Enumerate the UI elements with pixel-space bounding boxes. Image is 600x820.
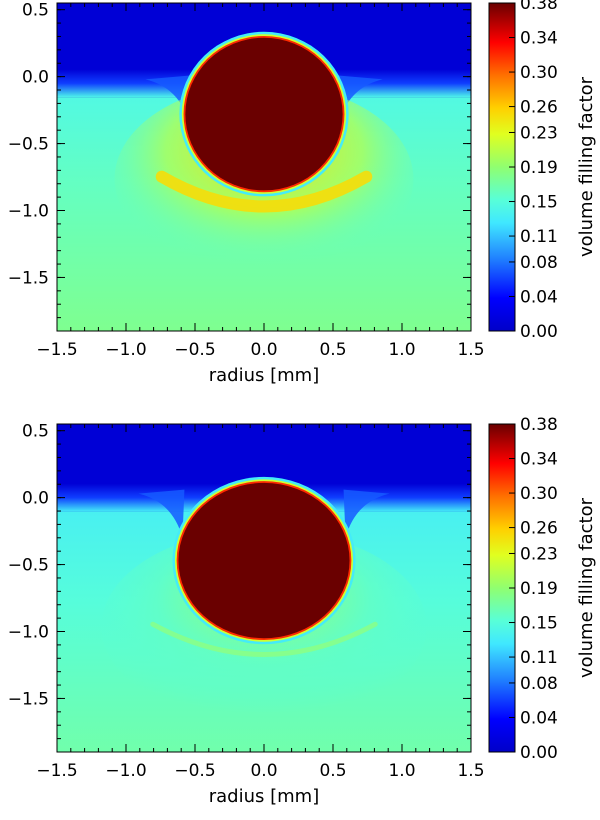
y-tick-label: −1.0 — [8, 202, 49, 222]
colorbar-label: volume filling factor — [576, 497, 597, 678]
y-tick-label: 0.5 — [22, 1, 49, 21]
colorbar-tick-label: 0.15 — [520, 193, 558, 213]
x-axis-title: radius [mm] — [209, 786, 319, 807]
y-tick-label: 0.0 — [22, 68, 49, 88]
colorbar-tick-label: 0.30 — [520, 63, 558, 83]
colorbar: 0.38 0.34 0.30 0.26 0.23 0.19 0.15 0.11 0.08 0.04… — [488, 415, 597, 763]
x-tick-label: −1.5 — [36, 761, 77, 781]
x-tick-label: 0.0 — [250, 340, 277, 360]
sphere-projectile — [178, 482, 350, 639]
colorbar-tick-label: 0.30 — [520, 484, 558, 504]
colorbar-tick-label: 0.19 — [520, 579, 558, 599]
y-tick-label: 0.0 — [22, 489, 49, 509]
colorbar-tick-label: 0.08 — [520, 674, 558, 694]
crater-lip-right — [343, 489, 390, 538]
compaction-arc — [155, 170, 373, 213]
heatmap-field — [57, 424, 471, 752]
heatmap-panel-2: −1.5 −1.0 −0.5 0.0 0.5 1.0 1.5 0.5 0.0 −0.5 −1.0 −1… — [8, 415, 597, 807]
heatmap-field — [57, 3, 471, 331]
x-axis-title: radius [mm] — [209, 365, 319, 386]
x-tick-label: 0.5 — [319, 340, 346, 360]
crater-lip-right — [336, 75, 383, 124]
crater-lip-left — [145, 75, 192, 124]
y-tick-label: −0.5 — [8, 135, 49, 155]
colorbar-tick-label: 0.00 — [520, 743, 558, 763]
x-tick-label: 0.0 — [250, 761, 277, 781]
x-tick-label: −1.5 — [36, 340, 77, 360]
heatmap-panel-1: −1.5 −1.0 −0.5 0.0 0.5 1.0 1.5 0.5 0.0 −0.5 −1.0 −1… — [8, 0, 597, 386]
y-tick-label: −0.5 — [8, 556, 49, 576]
colorbar-tick-label: 0.34 — [520, 29, 558, 49]
sphere-projectile — [185, 37, 343, 191]
colorbar-tick-label: 0.23 — [520, 544, 558, 564]
x-tick-label: 0.5 — [319, 761, 346, 781]
crater-lip-left — [138, 489, 185, 538]
colorbar-tick-label: 0.04 — [520, 708, 558, 728]
y-tick-label: −1.0 — [8, 623, 49, 643]
colorbar-tick-label: 0.08 — [520, 253, 558, 273]
colorbar-tick-label: 0.26 — [520, 98, 558, 118]
colorbar-tick-label: 0.26 — [520, 519, 558, 539]
colorbar-tick-label: 0.19 — [520, 158, 558, 178]
x-tick-label: 1.0 — [388, 340, 415, 360]
colorbar-tick-label: 0.11 — [520, 648, 558, 668]
x-tick-label: 1.5 — [457, 761, 484, 781]
x-tick-label: −1.0 — [105, 340, 146, 360]
colorbar-label: volume filling factor — [576, 76, 597, 257]
colorbar-tick-label: 0.38 — [520, 415, 558, 435]
x-tick-label: −0.5 — [174, 761, 215, 781]
x-tick-label: 1.5 — [457, 340, 484, 360]
colorbar-tick-label: 0.34 — [520, 450, 558, 470]
x-tick-label: −1.0 — [105, 761, 146, 781]
colorbar-tick-label: 0.00 — [520, 322, 558, 342]
colorbar-tick-label: 0.38 — [520, 0, 558, 14]
x-tick-label: −0.5 — [174, 340, 215, 360]
colorbar-tick-label: 0.04 — [520, 287, 558, 307]
colorbar: 0.38 0.34 0.30 0.26 0.23 0.19 0.15 0.11 0.08 0.04… — [488, 0, 597, 342]
y-tick-label: 0.5 — [22, 422, 49, 442]
y-tick-label: −1.5 — [8, 268, 49, 288]
colorbar-tick-label: 0.23 — [520, 123, 558, 143]
colorbar-tick-label: 0.11 — [520, 227, 558, 247]
y-tick-label: −1.5 — [8, 689, 49, 709]
colorbar-tick-label: 0.15 — [520, 614, 558, 634]
x-tick-label: 1.0 — [388, 761, 415, 781]
compaction-arc — [150, 621, 378, 658]
